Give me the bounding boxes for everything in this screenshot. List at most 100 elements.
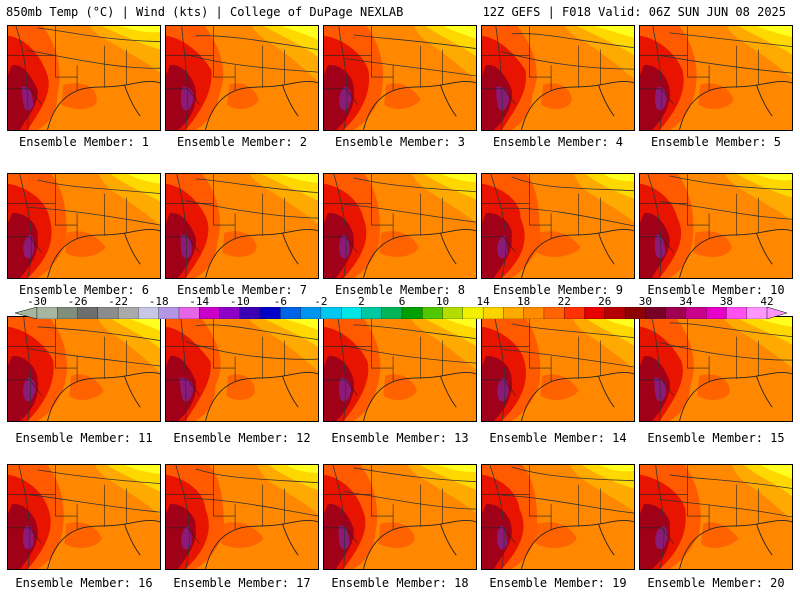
colorbar-tick-label: -10: [229, 295, 250, 308]
colorbar-tick-label: 26: [598, 295, 612, 308]
colorbar-tick-label: 18: [517, 295, 531, 308]
colorbar-segment: [219, 307, 241, 319]
ensemble-member-label: Ensemble Member: 10: [647, 283, 785, 297]
ensemble-member-map: [7, 316, 161, 422]
colorbar-segment: [543, 307, 565, 319]
colorbar-segment: [645, 307, 667, 319]
colorbar-segment: [199, 307, 220, 319]
colorbar-segment: [300, 307, 322, 319]
colorbar-tick-label: -22: [108, 295, 129, 308]
colorbar-segment: [280, 307, 302, 319]
temperature-colorbar: [15, 307, 787, 319]
colorbar-segment: [422, 307, 444, 319]
ensemble-member-label: Ensemble Member: 20: [647, 576, 785, 590]
colorbar-tick-label: 38: [719, 295, 734, 308]
ensemble-member-map: [7, 25, 161, 131]
colorbar-segment: [138, 307, 160, 319]
colorbar-tick-label: -14: [189, 295, 210, 308]
colorbar-segment: [341, 307, 362, 319]
colorbar-min-arrow: [15, 307, 38, 319]
colorbar-tick-label: 22: [557, 295, 571, 308]
ensemble-member-map: [481, 25, 635, 131]
colorbar-segment: [77, 307, 99, 319]
ensemble-member-map: [323, 173, 477, 279]
ensemble-member-label: Ensemble Member: 3: [334, 135, 466, 149]
ensemble-member-map: [165, 25, 319, 131]
ensemble-member-map: [639, 25, 793, 131]
colorbar-segment: [523, 307, 545, 319]
ensemble-member-map: [639, 173, 793, 279]
ensemble-member-map: [481, 173, 635, 279]
ensemble-member-map: [481, 464, 635, 570]
ensemble-member-label: Ensemble Member: 9: [492, 283, 624, 297]
ensemble-member-label: Ensemble Member: 8: [334, 283, 466, 297]
colorbar-segment: [685, 307, 707, 319]
colorbar-segment: [178, 307, 200, 319]
ensemble-member-label: Ensemble Member: 2: [176, 135, 308, 149]
colorbar-segment: [624, 307, 646, 319]
colorbar-segment: [97, 307, 119, 319]
colorbar-tick-label: -6: [273, 295, 287, 308]
colorbar-tick-label: 6: [398, 295, 406, 308]
colorbar-segment: [584, 307, 606, 319]
ensemble-member-label: Ensemble Member: 5: [650, 135, 782, 149]
colorbar-segment: [158, 307, 180, 319]
model-run-info: 12Z GEFS | F018 Valid: 06Z SUN JUN 08 20…: [482, 5, 786, 19]
colorbar-segment: [665, 307, 687, 319]
ensemble-member-label: Ensemble Member: 17: [173, 576, 311, 590]
ensemble-member-label: Ensemble Member: 4: [492, 135, 624, 149]
ensemble-member-label: Ensemble Member: 19: [489, 576, 627, 590]
colorbar-segment: [401, 307, 423, 319]
colorbar-tick-label: 34: [679, 295, 693, 308]
ensemble-member-label: Ensemble Member: 7: [176, 283, 308, 297]
ensemble-member-map: [165, 316, 319, 422]
colorbar-tick-label: 2: [358, 295, 365, 308]
colorbar-segment: [259, 307, 281, 319]
ensemble-member-label: Ensemble Member: 12: [173, 431, 311, 445]
colorbar-tick-label: -26: [67, 295, 88, 308]
colorbar-tick-label: 30: [638, 295, 652, 308]
colorbar-segment: [706, 307, 727, 319]
ensemble-member-map: [7, 173, 161, 279]
ensemble-member-map: [323, 464, 477, 570]
ensemble-member-label: Ensemble Member: 18: [331, 576, 469, 590]
colorbar-segment: [381, 307, 403, 319]
ensemble-member-map: [165, 173, 319, 279]
colorbar-segment: [117, 307, 139, 319]
colorbar-segment: [564, 307, 585, 319]
colorbar-segment: [726, 307, 748, 319]
colorbar-segment: [482, 307, 504, 319]
colorbar-segment: [361, 307, 383, 319]
colorbar-segment: [320, 307, 342, 319]
ensemble-member-map: [165, 464, 319, 570]
colorbar-tick-label: -18: [148, 295, 169, 308]
colorbar-segment: [239, 307, 261, 319]
ensemble-member-map: [323, 316, 477, 422]
ensemble-member-map: [639, 316, 793, 422]
ensemble-member-map: [639, 464, 793, 570]
colorbar-tick-label: 42: [760, 295, 774, 308]
colorbar-segment: [442, 307, 464, 319]
colorbar-segment: [57, 307, 79, 319]
ensemble-member-map: [7, 464, 161, 570]
ensemble-member-label: Ensemble Member: 11: [15, 431, 153, 445]
colorbar-max-arrow: [766, 307, 787, 319]
colorbar-tick-label: 10: [435, 295, 450, 308]
colorbar-segment: [746, 307, 768, 319]
colorbar-tick-label: 14: [476, 295, 490, 308]
colorbar-segment: [462, 307, 484, 319]
colorbar-segment: [503, 307, 525, 319]
colorbar-segment: [604, 307, 626, 319]
ensemble-member-label: Ensemble Member: 13: [331, 431, 469, 445]
colorbar-segment: [36, 307, 58, 319]
colorbar-tick-label: -2: [314, 295, 328, 308]
ensemble-member-map: [323, 25, 477, 131]
ensemble-member-label: Ensemble Member: 14: [489, 431, 627, 445]
map-title: 850mb Temp (°C) | Wind (kts) | College o…: [6, 5, 404, 19]
ensemble-member-label: Ensemble Member: 1: [18, 135, 150, 149]
ensemble-member-label: Ensemble Member: 6: [18, 283, 150, 297]
ensemble-member-map: [481, 316, 635, 422]
ensemble-member-label: Ensemble Member: 15: [647, 431, 785, 445]
colorbar-tick-label: -30: [27, 295, 47, 308]
ensemble-member-label: Ensemble Member: 16: [15, 576, 153, 590]
